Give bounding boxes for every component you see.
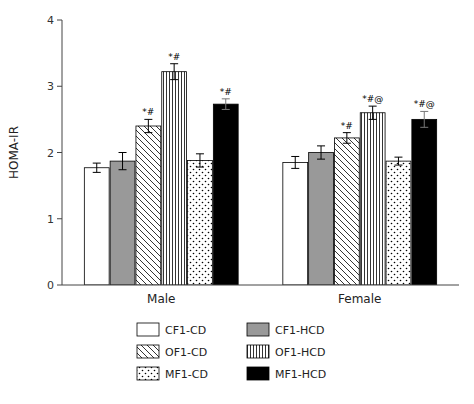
x-tick-label: Female [338,292,381,306]
y-tick [57,218,62,219]
error-bar [343,133,351,144]
annotation: *# [168,52,180,62]
error-bar [369,106,377,119]
bar [213,104,238,285]
error-bar [119,153,127,170]
legend-swatch [137,345,159,358]
annotation: *# [142,107,154,117]
bar [188,160,213,285]
bar [136,126,161,285]
annotation: *# [341,121,353,131]
legend-swatch [247,345,269,358]
y-tick-label: 3 [47,80,54,93]
legend-label: CF1-CD [165,324,206,337]
x-axis-line [62,285,459,286]
error-bar [317,146,325,159]
legend-label: CF1-HCD [275,324,324,337]
y-tick [57,86,62,87]
bar [162,72,187,285]
bar [386,161,411,285]
x-tick-label: Male [147,292,175,306]
annotation: *# [220,87,232,97]
legend-label: OF1-CD [165,346,207,359]
error-bar [93,163,101,172]
bar [84,168,109,285]
y-tick [57,152,62,153]
error-bar [420,111,428,127]
bar [309,153,334,286]
error-bar [196,154,204,167]
y-tick [57,20,62,21]
annotation: *#@ [414,99,435,109]
legend-label: OF1-HCD [275,346,325,359]
legend-swatch [247,323,269,336]
y-tick-label: 2 [47,147,54,160]
x-axis: Male Female [62,285,459,306]
y-tick [57,285,62,286]
chart-container: 0 1 2 3 4 HOMA-IR *# *# *# *#@ *# *#@ Male Female CF1-… [0,0,474,404]
legend-swatch [137,367,159,380]
annotations: *# *# *# *#@ *# *#@ [142,52,434,131]
error-bar [170,64,178,80]
y-axis-line [62,20,63,285]
legend-label: MF1-HCD [275,368,326,381]
legend: CF1-CD CF1-HCD OF1-CD OF1-HCD MF1-CD MF1-HCD [137,323,326,381]
error-bar [394,157,402,165]
bars [84,64,436,285]
y-tick-label: 4 [47,14,54,27]
bar [412,119,437,285]
chart: 0 1 2 3 4 HOMA-IR *# *# *# *#@ *# *#@ Male Female CF1-… [0,0,474,404]
bar [360,113,385,285]
bar [283,162,308,285]
legend-label: MF1-CD [165,368,208,381]
y-axis-label: HOMA-IR [7,126,21,179]
bar [334,138,359,285]
y-tick-label: 1 [47,213,54,226]
error-bar [291,156,299,168]
y-axis: 0 1 2 3 4 [47,14,62,292]
legend-swatch [137,323,159,336]
y-tick-label: 0 [47,279,54,292]
legend-swatch [247,367,269,380]
error-bar [222,99,230,110]
annotation: *#@ [362,94,383,104]
error-bar [144,119,152,132]
bar [110,161,135,285]
